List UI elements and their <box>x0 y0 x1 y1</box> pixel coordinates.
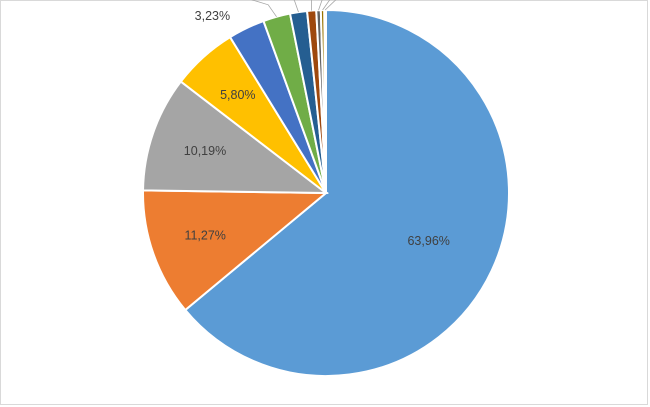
pie-slice-2 <box>142 189 329 312</box>
pie-slice-3 <box>142 80 330 195</box>
leader-lines <box>251 0 337 18</box>
leader-line-9 <box>318 0 323 11</box>
data-label-3: 10,19% <box>184 144 226 158</box>
pie-slice-1 <box>183 8 510 377</box>
pie-slices <box>142 8 510 377</box>
data-label-5: 3,23% <box>195 9 230 23</box>
data-label-2: 11,27% <box>184 229 225 243</box>
leader-line-6 <box>251 0 277 18</box>
leader-line-10 <box>322 0 331 11</box>
leader-line-11 <box>324 0 337 11</box>
data-label-1: 63,96% <box>407 234 449 248</box>
data-labels: 63,96% 11,27% 10,19% 5,80% 3,23% <box>184 9 450 248</box>
data-label-4: 5,80% <box>220 88 255 102</box>
leader-line-7 <box>293 0 299 13</box>
